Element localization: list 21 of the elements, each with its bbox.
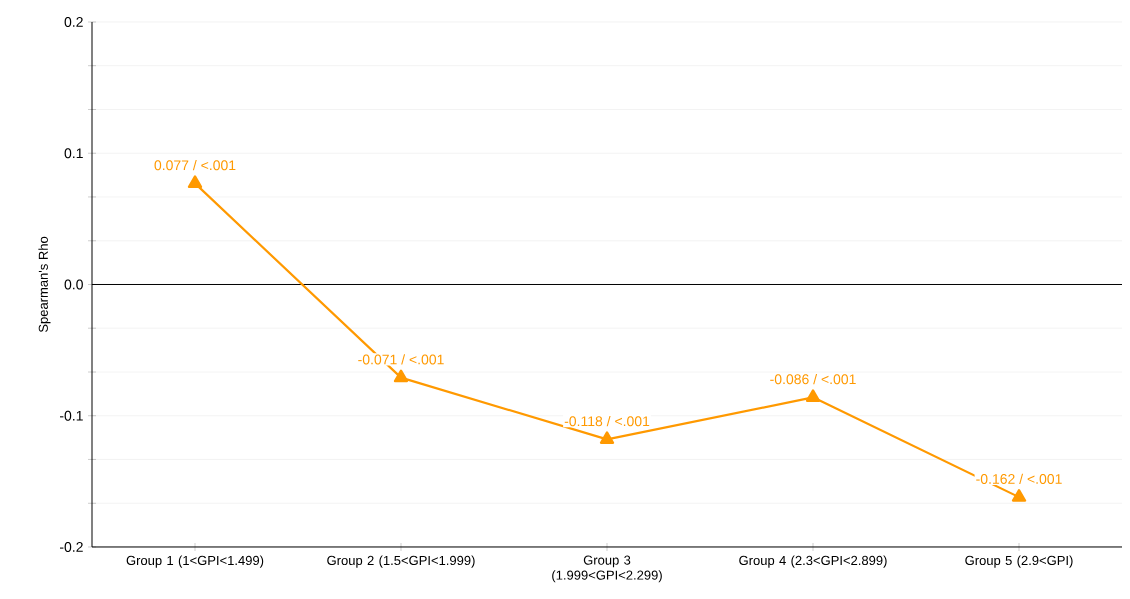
y-axis-title: Spearman's Rho — [38, 236, 51, 333]
x-tick-label: Group 5 (2.9<GPI) — [965, 555, 1073, 568]
data-label: 0.077 / <.001 — [154, 159, 236, 171]
point — [1011, 489, 1027, 502]
y-tick-label: -0.2 — [59, 542, 83, 552]
x-tick-label: Group 2 (1.5<GPI<1.999) — [327, 555, 475, 568]
y-tick-label: 0.1 — [64, 148, 83, 159]
y-tick-label: -0.1 — [59, 410, 83, 421]
point — [393, 369, 409, 383]
x-tick-label: Group 4 (2.3<GPI<2.899) — [739, 555, 887, 568]
x-tick-label: Group 1 (1<GPI<1.499) — [126, 555, 264, 568]
data-label: -0.071 / <.001 — [358, 354, 444, 365]
x-tick-label: Group 3 (1.999<GPI<2.299) — [552, 555, 662, 583]
y-tick-label: 0.2 — [64, 17, 83, 27]
point — [187, 175, 203, 189]
point — [805, 389, 821, 402]
data-label: -0.118 / <.001 — [564, 415, 650, 427]
y-tick-label: 0.0 — [64, 279, 83, 290]
data-label: -0.086 / <.001 — [770, 373, 856, 385]
data-label: -0.162 / <.001 — [976, 473, 1062, 484]
point — [599, 431, 615, 444]
